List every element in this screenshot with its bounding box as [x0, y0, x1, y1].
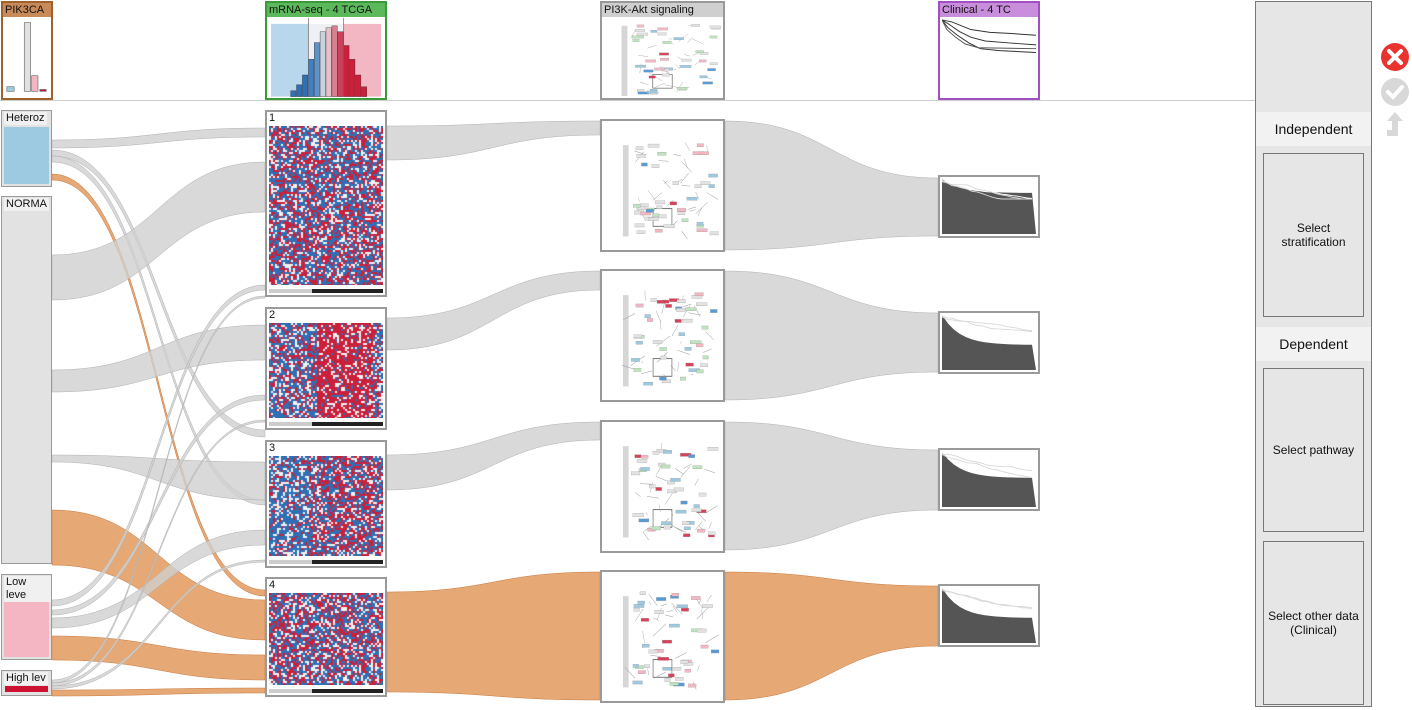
histogram-thumbnail	[270, 18, 382, 97]
flow-ribbon	[724, 120, 939, 251]
pathway-block-1[interactable]	[600, 119, 725, 252]
histogram-bar	[343, 45, 350, 97]
close-icon[interactable]	[1380, 42, 1410, 72]
heatmap-canvas	[269, 456, 383, 556]
pathway-map	[606, 285, 719, 389]
cluster-label: 2	[269, 309, 276, 321]
group-label: Low leve	[4, 576, 51, 602]
cluster-heatmap-4[interactable]: 4	[265, 577, 387, 697]
heatmap-canvas	[269, 323, 383, 418]
histogram-bar	[355, 74, 362, 97]
group-color-fill	[4, 127, 49, 184]
survival-curve	[942, 179, 1036, 234]
pathway-map	[606, 436, 719, 540]
survival-curve-thumbnail	[942, 19, 1036, 54]
pathway-map	[606, 586, 719, 690]
histogram-bar	[308, 59, 314, 97]
heatmap-scrollbar[interactable]	[269, 289, 383, 293]
stratification-group-heteroz[interactable]: Heteroz	[1, 110, 52, 187]
group-label: NORMA	[4, 198, 49, 211]
back-arrow-icon[interactable]	[1383, 110, 1407, 138]
column-header-pathway[interactable]: PI3K-Akt signaling	[600, 1, 725, 100]
heatmap-scrollbar[interactable]	[269, 422, 383, 426]
flow-ribbon	[386, 421, 601, 491]
column-header-mrna[interactable]: mRNA-seq - 4 TCGA	[265, 1, 387, 100]
group-label: High lev	[4, 672, 48, 685]
flow-ribbon	[51, 635, 266, 681]
histogram-bar	[337, 31, 344, 97]
column-header-clinical[interactable]: Clinical - 4 TC	[938, 1, 1040, 100]
survival-block-4[interactable]	[938, 584, 1040, 647]
pathway-thumbnail	[604, 18, 721, 98]
check-icon[interactable]	[1380, 77, 1410, 107]
flow-ribbon	[51, 149, 266, 438]
header-divider	[0, 100, 1255, 101]
histogram-bar	[290, 90, 297, 97]
flow-ribbon	[51, 127, 266, 149]
flow-ribbon	[724, 270, 939, 401]
heatmap-canvas	[269, 593, 383, 685]
flow-ribbon	[386, 270, 601, 351]
column-header-label: PIK3CA	[3, 3, 51, 17]
survival-curve	[942, 588, 1036, 643]
survival-curve	[942, 452, 1036, 507]
cluster-label: 4	[269, 579, 276, 591]
heatmap-canvas	[269, 126, 383, 285]
survival-block-2[interactable]	[938, 311, 1040, 374]
histogram-bar	[349, 59, 356, 97]
stratification-group-low-level[interactable]: Low leve	[1, 574, 52, 660]
guidance-panel: Independent Select stratification Depend…	[1255, 1, 1372, 707]
cluster-label: 1	[269, 112, 276, 124]
column-header-label: mRNA-seq - 4 TCGA	[267, 3, 385, 17]
independent-section-title: Independent	[1256, 112, 1371, 146]
histogram-bar	[325, 27, 332, 97]
pathway-block-3[interactable]	[600, 420, 725, 553]
heatmap-scrollbar[interactable]	[269, 560, 383, 564]
survival-block-3[interactable]	[938, 448, 1040, 511]
select-stratification-slot[interactable]: Select stratification	[1263, 153, 1364, 317]
pathway-block-2[interactable]	[600, 269, 725, 402]
cluster-heatmap-1[interactable]: 1	[265, 110, 387, 297]
select-pathway-slot[interactable]: Select pathway	[1263, 368, 1364, 532]
pathway-block-4[interactable]	[600, 570, 725, 703]
distribution-thumbnail	[6, 22, 47, 92]
select-other-data-slot[interactable]: Select other data (Clinical)	[1263, 541, 1364, 705]
stratification-group-high-level[interactable]: High lev	[1, 670, 52, 696]
flow-ribbon	[386, 120, 601, 161]
flow-ribbon	[51, 295, 266, 684]
heatmap-scrollbar[interactable]	[269, 689, 383, 693]
histogram-bar	[361, 86, 367, 97]
survival-curve	[942, 315, 1036, 370]
cluster-label: 3	[269, 442, 276, 454]
column-header-label: PI3K-Akt signaling	[602, 3, 723, 17]
flow-ribbon	[51, 454, 266, 501]
group-label: Heteroz	[4, 112, 47, 125]
histogram-bar	[296, 84, 303, 97]
flow-ribbon	[51, 687, 266, 697]
survival-block-1[interactable]	[938, 175, 1040, 238]
cluster-heatmap-2[interactable]: 2	[265, 307, 387, 430]
flow-ribbon	[724, 571, 939, 701]
group-color-fill	[4, 591, 49, 657]
flow-ribbon	[724, 421, 939, 551]
column-header-pik3ca[interactable]: PIK3CA	[1, 1, 53, 100]
column-header-label: Clinical - 4 TC	[940, 3, 1038, 17]
flow-ribbon	[386, 571, 601, 701]
histogram-bar	[314, 42, 320, 97]
stratification-group-normal[interactable]: NORMA	[1, 196, 52, 564]
pathway-map	[606, 135, 719, 239]
dependent-section-title: Dependent	[1256, 327, 1371, 361]
flow-ribbon	[51, 161, 266, 301]
group-color-fill	[5, 686, 48, 692]
histogram-bar	[319, 31, 326, 97]
cluster-heatmap-3[interactable]: 3	[265, 440, 387, 568]
histogram-bar	[331, 25, 338, 97]
histogram-bar	[302, 74, 309, 97]
